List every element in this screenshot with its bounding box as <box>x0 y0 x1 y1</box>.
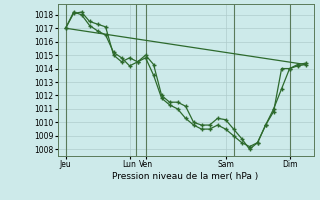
X-axis label: Pression niveau de la mer( hPa ): Pression niveau de la mer( hPa ) <box>112 172 259 181</box>
